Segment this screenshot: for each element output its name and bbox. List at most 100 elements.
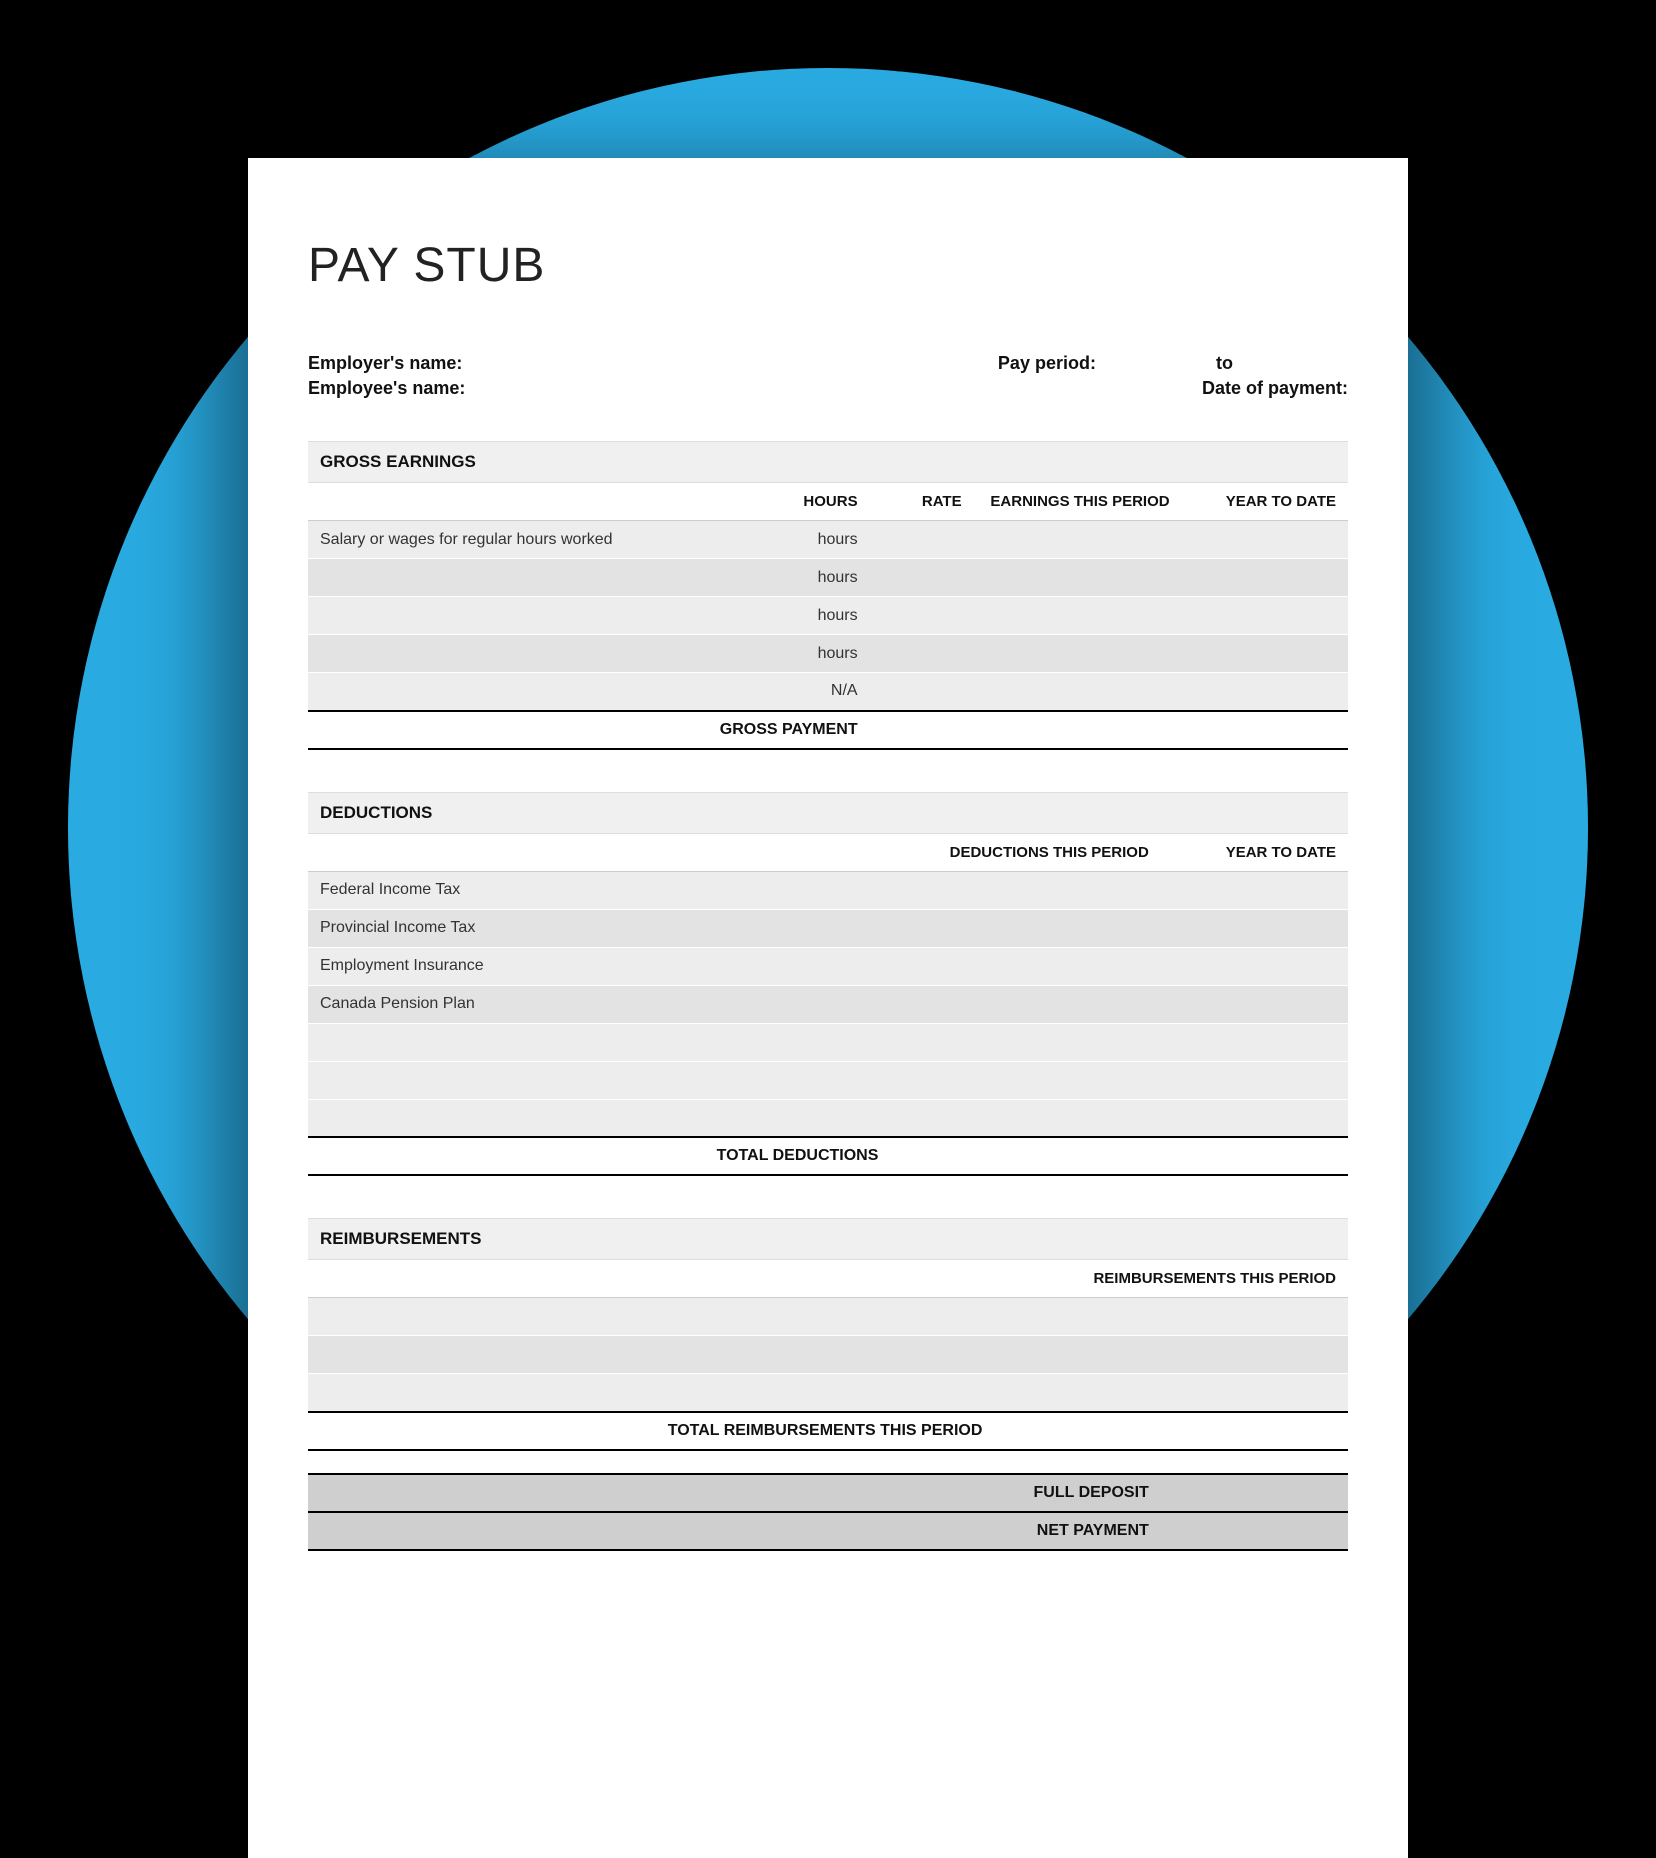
table-row [308,1374,1348,1412]
reimbursements-table: REIMBURSEMENTS THIS PERIOD TOTAL REIMB [308,1260,1348,1451]
cell-rtp [994,1374,1348,1412]
table-row: Federal Income Tax [308,871,1348,909]
cell-desc: Canada Pension Plan [308,985,890,1023]
col-year-to-date: YEAR TO DATE [1161,834,1348,872]
reimbursements-header: REIMBURSEMENTS [308,1218,1348,1260]
cell-ytd [1182,559,1348,597]
cell-desc: Salary or wages for regular hours worked [308,521,745,559]
net-payment-row: NET PAYMENT [308,1512,1348,1550]
col-hours: HOURS [745,483,870,521]
cell-ytd [1161,985,1348,1023]
table-row: Salary or wages for regular hours worked… [308,521,1348,559]
info-row-2: Employee's name: Date of payment: [308,378,1348,399]
col-reimbursements-this-period: REIMBURSEMENTS THIS PERIOD [994,1260,1348,1298]
table-row [308,1099,1348,1137]
gross-payment-ytd [1182,711,1348,749]
cell-hours: hours [745,559,870,597]
earnings-header-row: HOURS RATE EARNINGS THIS PERIOD YEAR TO … [308,483,1348,521]
cell-etp [974,597,1182,635]
cell-desc [308,1061,890,1099]
table-row [308,1336,1348,1374]
cell-desc [308,635,745,673]
total-reimbursements-rtp [994,1412,1348,1450]
table-row: hours [308,635,1348,673]
col-deductions-this-period: DEDUCTIONS THIS PERIOD [890,834,1160,872]
section-gross-earnings: GROSS EARNINGS HOURS RATE EARNINGS THIS … [308,441,1348,750]
col-desc [308,483,745,521]
page-title: PAY STUB [308,238,1348,293]
net-payment-label: NET PAYMENT [308,1512,1161,1550]
gross-payment-label: GROSS PAYMENT [308,711,870,749]
cell-etp [974,521,1182,559]
section-deductions: DEDUCTIONS DEDUCTIONS THIS PERIOD YEAR T… [308,792,1348,1177]
section-reimbursements: REIMBURSEMENTS REIMBURSEMENTS THIS PERIO… [308,1218,1348,1451]
cell-ytd [1182,635,1348,673]
pay-period-label: Pay period: [998,353,1096,373]
table-row [308,1298,1348,1336]
cell-ytd [1161,871,1348,909]
cell-rtp [994,1298,1348,1336]
cell-ytd [1161,1023,1348,1061]
cell-ytd [1182,673,1348,711]
full-deposit-value [1161,1474,1348,1512]
full-deposit-row: FULL DEPOSIT [308,1474,1348,1512]
gross-earnings-header: GROSS EARNINGS [308,441,1348,483]
reimbursements-total-row: TOTAL REIMBURSEMENTS THIS PERIOD [308,1412,1348,1450]
cell-etp [974,673,1182,711]
pay-period-sep: to [1216,353,1233,373]
pay-period-from [1101,353,1211,374]
employer-name-label: Employer's name: [308,353,462,374]
table-row: Canada Pension Plan [308,985,1348,1023]
col-year-to-date: YEAR TO DATE [1182,483,1348,521]
cell-desc [308,1099,890,1137]
deductions-table: DEDUCTIONS THIS PERIOD YEAR TO DATE Fede… [308,834,1348,1177]
deductions-header-row: DEDUCTIONS THIS PERIOD YEAR TO DATE [308,834,1348,872]
cell-desc [308,1023,890,1061]
col-desc [308,834,890,872]
cell-rate [870,635,974,673]
table-row: Employment Insurance [308,947,1348,985]
cell-etp [974,635,1182,673]
cell-desc [308,673,745,711]
cell-ytd [1182,597,1348,635]
cell-dtp [890,1061,1160,1099]
col-desc [308,1260,994,1298]
full-deposit-label: FULL DEPOSIT [308,1474,1161,1512]
table-row: hours [308,597,1348,635]
cell-desc [308,559,745,597]
cell-hours: hours [745,635,870,673]
total-deductions-dtp [890,1137,1160,1175]
cell-dtp [890,985,1160,1023]
cell-dtp [890,947,1160,985]
cell-hours: N/A [745,673,870,711]
info-row-1: Employer's name: Pay period: to [308,353,1348,374]
cell-dtp [890,871,1160,909]
col-earnings-this-period: EARNINGS THIS PERIOD [974,483,1182,521]
cell-desc: Federal Income Tax [308,871,890,909]
cell-ytd [1182,521,1348,559]
earnings-table: HOURS RATE EARNINGS THIS PERIOD YEAR TO … [308,483,1348,750]
paystub-document: PAY STUB Employer's name: Pay period: to… [248,158,1408,1858]
cell-rate [870,521,974,559]
table-row: Provincial Income Tax [308,909,1348,947]
cell-desc: Provincial Income Tax [308,909,890,947]
section-summary: FULL DEPOSIT NET PAYMENT [308,1473,1348,1551]
table-row: N/A [308,673,1348,711]
cell-rate [870,559,974,597]
col-rate: RATE [870,483,974,521]
cell-ytd [1161,947,1348,985]
cell-rtp [994,1336,1348,1374]
cell-desc [308,1298,994,1336]
gross-payment-rate [870,711,974,749]
cell-hours: hours [745,521,870,559]
employee-name-label: Employee's name: [308,378,465,399]
table-row: hours [308,559,1348,597]
total-deductions-ytd [1161,1137,1348,1175]
date-of-payment-label: Date of payment: [1202,378,1348,399]
cell-desc [308,597,745,635]
cell-ytd [1161,1099,1348,1137]
table-row [308,1023,1348,1061]
cell-dtp [890,1023,1160,1061]
gross-payment-etp [974,711,1182,749]
cell-desc [308,1374,994,1412]
